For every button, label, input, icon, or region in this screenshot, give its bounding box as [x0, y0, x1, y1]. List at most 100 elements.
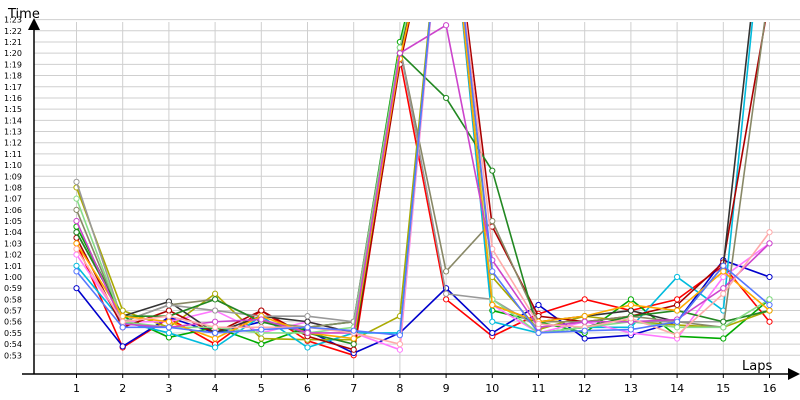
- y-tick-label: 0:59: [4, 284, 22, 293]
- series-line: [75, 22, 752, 334]
- data-point: [766, 318, 773, 325]
- x-tick-label: 14: [670, 382, 684, 395]
- data-point: [73, 245, 80, 253]
- y-tick-label: 1:12: [4, 139, 22, 148]
- series-16: [73, 22, 773, 339]
- y-tick-label: 1:20: [4, 49, 22, 58]
- y-tick-label: 0:54: [4, 340, 22, 349]
- data-point: [73, 206, 80, 213]
- y-tick-label: 1:16: [4, 94, 22, 103]
- data-point: [73, 268, 80, 275]
- data-point: [73, 285, 80, 292]
- y-tick-label: 1:04: [4, 228, 22, 237]
- data-point: [627, 307, 635, 314]
- series-line: [75, 51, 770, 346]
- data-point: [396, 332, 403, 339]
- data-point: [165, 307, 172, 314]
- data-point: [535, 329, 542, 337]
- x-tick-label: 16: [763, 382, 777, 395]
- data-point: [119, 343, 126, 350]
- data-point: [350, 346, 357, 353]
- data-point: [674, 332, 681, 339]
- x-tick-label: 13: [624, 382, 638, 395]
- data-point: [350, 327, 357, 334]
- y-tick-label: 1:03: [4, 239, 22, 248]
- data-point: [766, 229, 773, 236]
- data-point: [627, 301, 635, 309]
- series-line: [75, 22, 766, 329]
- x-axis-label: Laps: [742, 359, 772, 374]
- data-point: [443, 296, 450, 303]
- data-point: [581, 335, 588, 342]
- y-tick-label: 0:58: [4, 295, 22, 304]
- data-point: [720, 268, 727, 275]
- data-point: [720, 290, 727, 297]
- data-point: [304, 313, 311, 320]
- data-point: [627, 326, 635, 333]
- data-point: [766, 296, 773, 303]
- data-point: [581, 313, 588, 320]
- data-point: [489, 167, 496, 174]
- data-point: [674, 273, 681, 281]
- data-point: [766, 301, 773, 309]
- data-point: [212, 296, 219, 303]
- data-point: [766, 307, 773, 314]
- data-point: [212, 318, 219, 325]
- data-point: [535, 301, 542, 309]
- data-point: [304, 324, 311, 331]
- data-point: [674, 301, 681, 309]
- data-point: [73, 217, 80, 225]
- y-tick-label: 1:22: [4, 27, 22, 36]
- data-point: [304, 329, 311, 337]
- data-point: [674, 324, 681, 331]
- data-point: [350, 335, 357, 342]
- data-point: [581, 318, 588, 325]
- y-tick-label: 1:15: [4, 105, 22, 114]
- x-tick-label: 4: [212, 382, 219, 395]
- x-tick-label: 6: [304, 382, 311, 395]
- data-point: [581, 327, 588, 334]
- data-point: [720, 262, 727, 269]
- y-tick-label: 1:01: [4, 262, 22, 271]
- y-tick-label: 1:05: [4, 217, 22, 226]
- y-tick-label: 1:14: [4, 116, 22, 125]
- y-tick-label: 1:00: [4, 273, 22, 282]
- x-tick-label: 1: [73, 382, 80, 395]
- data-point: [73, 195, 80, 202]
- x-tick-label: 8: [396, 382, 403, 395]
- y-tick-label: 0:56: [4, 318, 22, 327]
- data-point: [304, 318, 311, 325]
- data-point: [443, 22, 450, 29]
- data-point: [627, 315, 635, 322]
- y-tick-label: 1:10: [4, 161, 22, 170]
- data-point: [766, 240, 773, 247]
- y-tick-label: 1:23: [4, 16, 22, 25]
- data-point: [443, 268, 450, 275]
- data-point: [443, 94, 450, 102]
- data-point: [489, 301, 496, 309]
- data-point: [720, 318, 727, 325]
- series-line: [75, 22, 771, 337]
- x-tick-label: 10: [485, 382, 499, 395]
- data-point: [535, 320, 542, 328]
- data-point: [165, 324, 172, 331]
- x-tick-label: 15: [716, 382, 730, 395]
- data-point: [212, 290, 219, 297]
- data-point: [396, 346, 403, 353]
- x-tick-label: 9: [443, 382, 450, 395]
- y-tick-label: 1:17: [4, 83, 22, 92]
- data-point: [258, 316, 265, 323]
- series-line: [75, 58, 771, 357]
- data-point: [212, 324, 219, 331]
- data-point: [212, 329, 219, 337]
- data-point: [489, 268, 496, 275]
- data-point: [258, 335, 265, 342]
- y-tick-label: 1:08: [4, 183, 22, 192]
- data-point: [443, 290, 450, 297]
- data-point: [165, 318, 172, 325]
- x-tick-label: 2: [119, 382, 126, 395]
- data-point: [766, 273, 773, 281]
- data-point: [627, 296, 635, 303]
- x-tick-label: 11: [532, 382, 546, 395]
- series-line: [75, 22, 770, 341]
